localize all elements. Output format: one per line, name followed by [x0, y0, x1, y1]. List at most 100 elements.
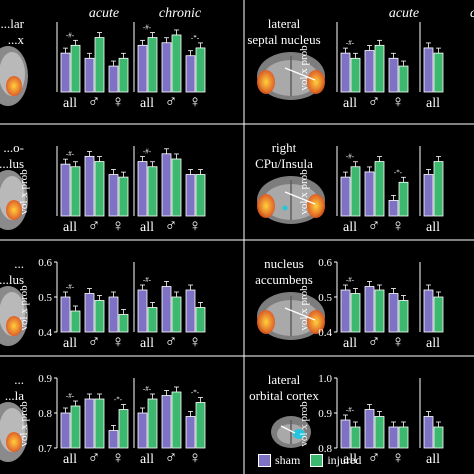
y-axis-label: vol x prob — [298, 169, 310, 215]
legend: sham injured — [258, 451, 371, 469]
y-axis-label: vol x prob — [298, 285, 310, 331]
y-tick-label: 0.6 — [38, 257, 52, 269]
region-label-line: ...x — [8, 32, 25, 47]
bar-injured-1 — [374, 416, 385, 449]
chart-acute: all ♂ ♀ -#- — [56, 146, 129, 235]
significance-annotation: -*- — [191, 34, 200, 42]
chart-acute: 1.0 0.9 0.8 all ♂ ♀ -#- — [318, 373, 409, 467]
activation-blob-left — [257, 194, 275, 218]
chart-chronic: all ♂ ♀ -#- — [133, 146, 206, 235]
bar-sham-2 — [108, 296, 119, 333]
y-tick-label: 0.8 — [318, 443, 332, 455]
activation-blob — [293, 429, 305, 439]
category-label: ♂ — [165, 448, 178, 467]
bar-sham-1 — [161, 153, 172, 217]
significance-annotation: -#- — [346, 406, 355, 414]
activation-blob — [6, 200, 22, 220]
bar-sham-1 — [161, 286, 172, 333]
category-label: all — [140, 452, 154, 467]
chart-chronic: all ♂ ♀ -#- -*- — [133, 22, 206, 111]
bar-injured-2 — [398, 300, 409, 333]
y-tick-label: 0.6 — [318, 257, 332, 269]
significance-annotation: -*- — [191, 389, 200, 397]
bar-injured-0 — [70, 310, 81, 333]
category-label: ♂ — [88, 448, 101, 467]
bar-sham-2 — [185, 289, 196, 333]
bar-sham-0 — [423, 174, 434, 217]
category-label: all — [426, 452, 440, 467]
bar-injured-0 — [433, 296, 444, 333]
category-label: all — [343, 96, 357, 111]
bar-sham-2 — [185, 416, 196, 449]
category-label: ♂ — [368, 92, 381, 111]
category-label: ♀ — [112, 92, 125, 111]
category-label: ♂ — [368, 448, 381, 467]
category-label: ♂ — [368, 216, 381, 235]
activation-blob — [6, 432, 22, 452]
region-label-line: ...lus — [0, 272, 24, 287]
significance-annotation: -#- — [143, 24, 152, 32]
y-axis-label: vol x prob — [298, 45, 310, 91]
significance-annotation: -*- — [114, 396, 123, 404]
bar-injured-1 — [94, 300, 105, 333]
bar-injured-0 — [70, 405, 81, 449]
bar-injured-1 — [374, 161, 385, 217]
bar-injured-0 — [147, 307, 158, 333]
region-label-line: ... — [14, 256, 24, 271]
category-label: ♀ — [392, 92, 405, 111]
activation-blob-left — [257, 310, 275, 334]
bar-injured-0 — [433, 426, 444, 449]
activation-blob-left — [257, 70, 275, 94]
category-label: all — [426, 220, 440, 235]
category-label: ♀ — [112, 448, 125, 467]
region-label-line: lateral — [268, 372, 301, 387]
region-label-line: lateral — [268, 16, 301, 31]
category-label: all — [343, 452, 357, 467]
chart-chronic: all — [419, 22, 444, 111]
activation-blob-right — [307, 194, 325, 218]
region-label-line: accumbens — [255, 272, 313, 287]
y-tick-label: 1.0 — [318, 373, 332, 385]
bar-sham-0 — [137, 289, 148, 333]
category-label: ♀ — [189, 92, 202, 111]
category-label: all — [63, 96, 77, 111]
bar-sham-0 — [423, 47, 434, 93]
legend-swatch-injured — [310, 453, 324, 467]
y-axis-label: vol x prob — [298, 401, 310, 447]
bar-sham-2 — [388, 426, 399, 449]
category-label: ♂ — [368, 332, 381, 351]
significance-annotation: -#- — [66, 392, 75, 400]
bar-sham-0 — [60, 163, 71, 217]
bar-injured-0 — [147, 398, 158, 449]
bar-sham-1 — [364, 171, 375, 217]
y-tick-label: 0.4 — [318, 327, 332, 339]
bar-injured-0 — [350, 57, 361, 93]
bar-sham-1 — [161, 395, 172, 449]
category-label: all — [343, 336, 357, 351]
bar-sham-0 — [137, 412, 148, 449]
column-header-acute-right: acute — [389, 6, 419, 21]
bar-injured-1 — [374, 44, 385, 93]
pointer-arrow — [284, 307, 316, 321]
y-tick-label: 0.9 — [38, 373, 52, 385]
chart-acute: all ♂ ♀ -#- — [56, 22, 129, 111]
pointer-arrow — [284, 67, 316, 81]
significance-annotation: -#- — [143, 148, 152, 156]
chart-acute: 0.6 0.5 0.4 all ♂ ♀ -#- — [318, 257, 409, 351]
bar-sham-0 — [340, 176, 351, 217]
category-label: all — [426, 96, 440, 111]
region-label-line: ... — [14, 372, 24, 387]
category-label: ♂ — [165, 332, 178, 351]
activation-blob-right — [307, 310, 325, 334]
bar-injured-2 — [398, 181, 409, 217]
significance-annotation: -#- — [346, 39, 355, 47]
category-label: ♀ — [392, 332, 405, 351]
chart-chronic: all — [419, 262, 444, 351]
bar-sham-2 — [108, 174, 119, 217]
chart-acute: 0.9 0.8 0.7 all ♂ ♀ -#- -*- — [38, 373, 129, 467]
